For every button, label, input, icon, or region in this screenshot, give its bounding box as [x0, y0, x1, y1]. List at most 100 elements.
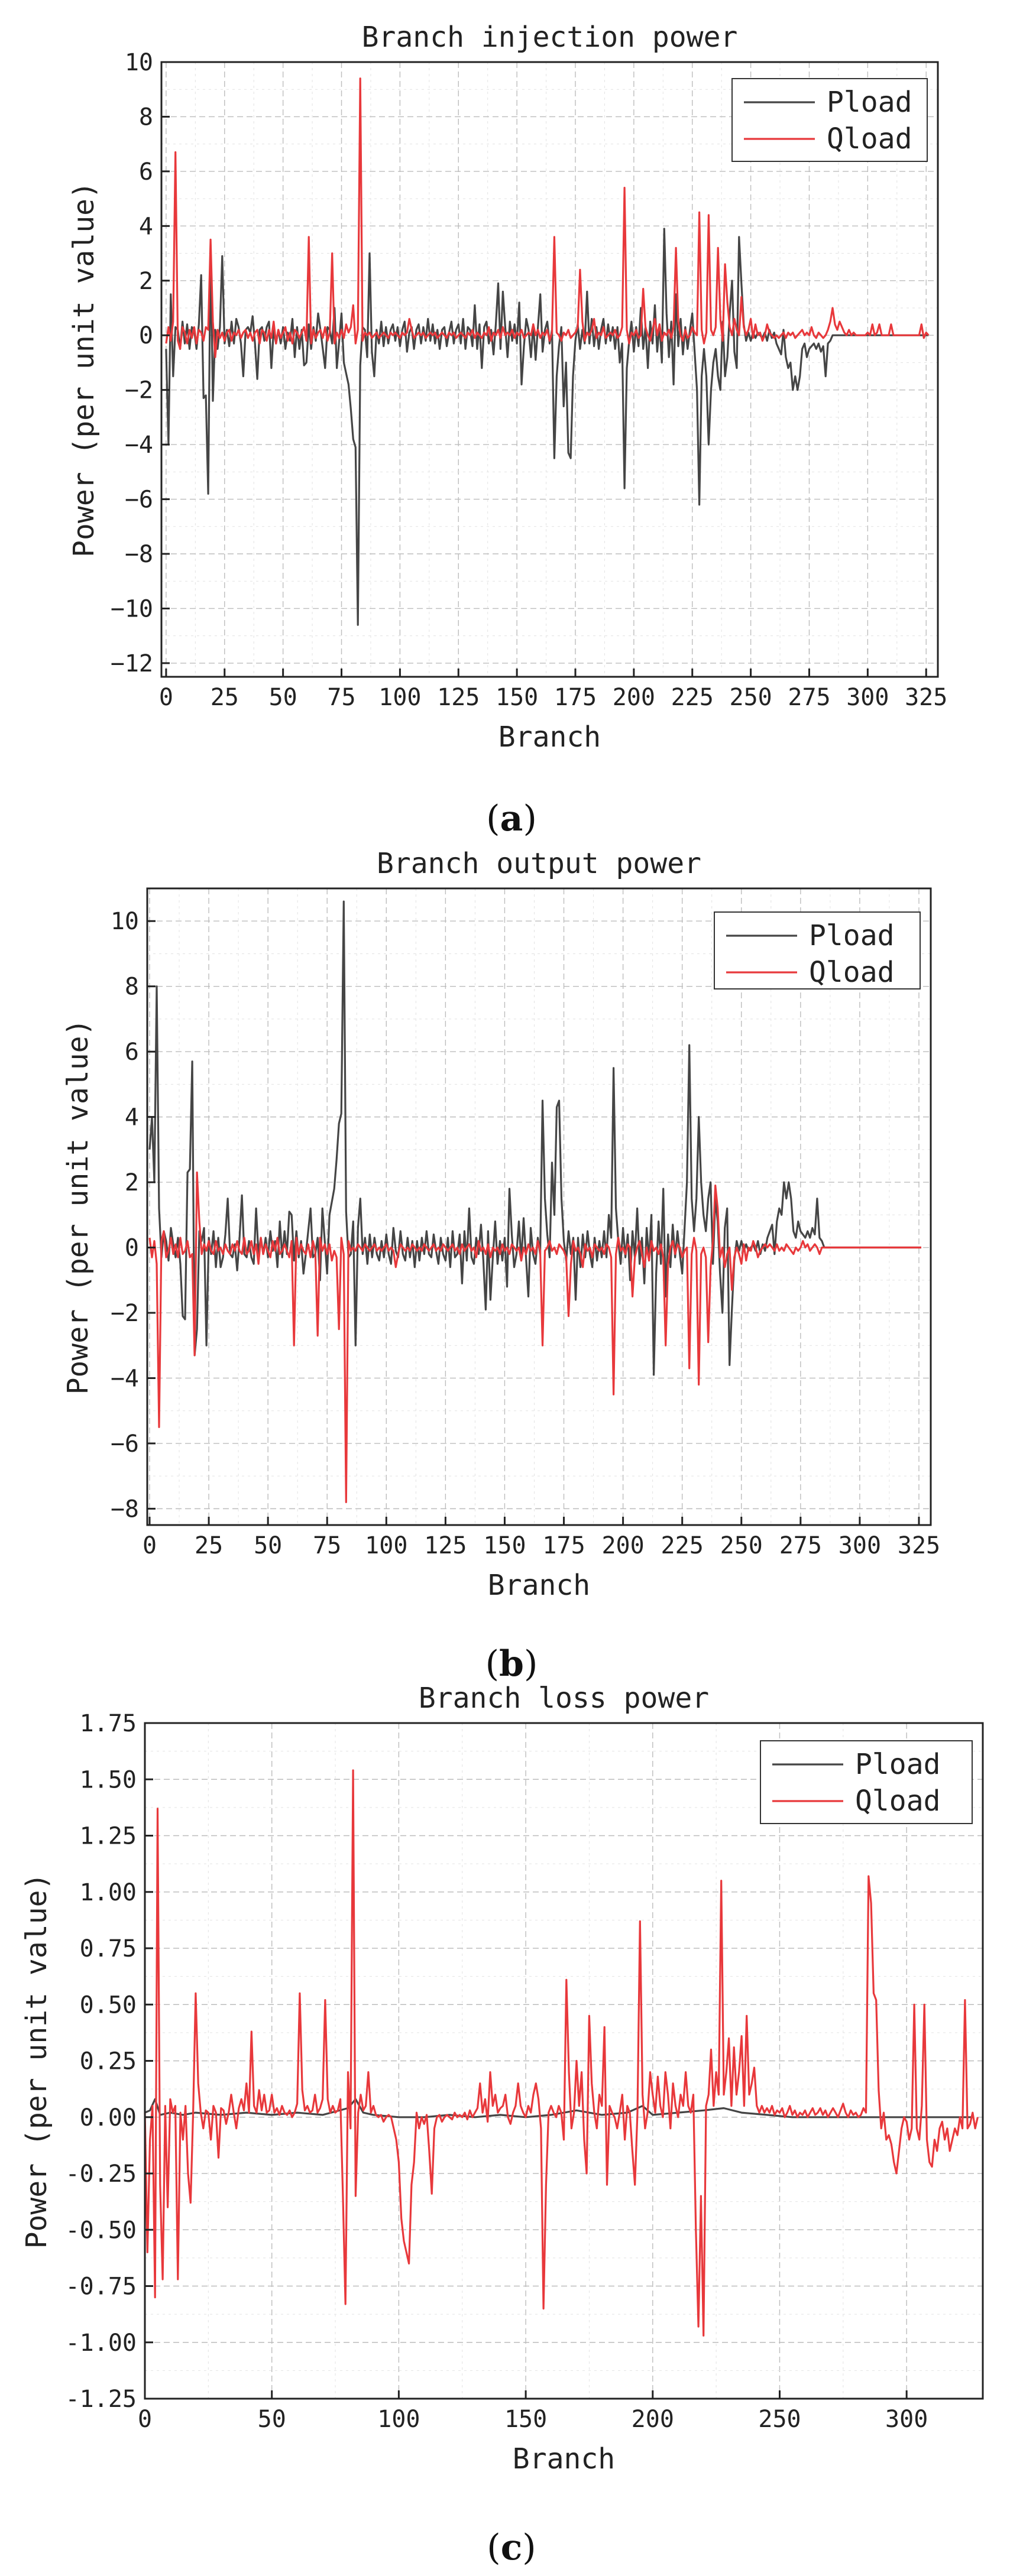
x-tick-label: 125: [437, 684, 480, 711]
legend-label-pload: Pload: [827, 86, 912, 119]
series-line-qload: [165, 77, 930, 358]
tick-layer: 0 25 50 75 100 125 150 175 200 225 250 275 300 325−8−…: [111, 908, 940, 1559]
y-axis-label: Power (per unit value): [20, 1873, 53, 2249]
caption-letter: a: [500, 798, 523, 839]
y-tick-label: 8: [125, 974, 139, 1001]
y-tick-label: 0: [125, 1235, 139, 1262]
legend-box: [714, 911, 921, 989]
caption-letter: c: [501, 2527, 523, 2568]
tick-layer: 0 50 100 150 200 250 300 -1.25 -1.00 -0.75 -0.50 -0…: [66, 1710, 928, 2433]
chart-title: Branch output power: [377, 847, 701, 880]
series-layer: [148, 900, 921, 1503]
y-tick-label: −2: [111, 1300, 139, 1327]
x-tick-label: 175: [542, 1532, 585, 1559]
x-tick-label: 150: [496, 684, 538, 711]
x-tick-label: 0: [138, 2406, 152, 2433]
x-tick-label: 100: [365, 1532, 407, 1559]
x-tick-label: 175: [554, 684, 597, 711]
y-tick-label: −8: [111, 1495, 139, 1523]
y-tick-label: -0.50: [66, 2217, 137, 2244]
x-tick-label: 25: [211, 684, 239, 711]
y-tick-label: 0.00: [80, 2104, 137, 2131]
legend-label-pload: Pload: [809, 919, 895, 952]
legend: Pload Qload: [714, 911, 921, 989]
panel-caption-a: (a): [486, 798, 537, 839]
x-tick-label: 50: [254, 1532, 282, 1559]
y-tick-label: −6: [125, 486, 153, 514]
x-axis-label: Branch: [498, 721, 601, 754]
x-tick-label: 275: [788, 684, 830, 711]
x-axis-label: Branch: [488, 1569, 590, 1602]
x-axis-label: Branch: [513, 2442, 615, 2476]
x-tick-label: 50: [269, 684, 297, 711]
x-tick-label: 225: [661, 1532, 704, 1559]
y-tick-label: −8: [125, 541, 153, 568]
x-tick-label: 250: [720, 1532, 763, 1559]
tick-layer: 0 25 50 75 100 125 150 175 200 225 250 275 300 325−12…: [111, 49, 948, 711]
y-tick-label: -1.25: [66, 2386, 137, 2413]
y-tick-label: -1.00: [66, 2330, 137, 2357]
chart-title: Branch loss power: [419, 1682, 709, 1715]
series-layer: [144, 1769, 979, 2337]
y-tick-label: −2: [125, 377, 153, 404]
y-tick-label: 4: [125, 1104, 139, 1131]
x-tick-label: 150: [504, 2406, 547, 2433]
chart-title: Branch injection power: [362, 21, 738, 54]
legend-label-qload: Qload: [827, 122, 912, 155]
y-tick-label: 8: [139, 103, 153, 131]
caption-close-paren: ): [522, 2527, 536, 2568]
panel-c: 0 50 100 150 200 250 300 -1.25 -1.00 -0.75 -0.50 -0…: [20, 1682, 984, 2476]
y-tick-label: 0.25: [80, 2048, 137, 2075]
y-tick-label: −4: [125, 432, 153, 459]
x-tick-label: 0: [143, 1532, 157, 1559]
grid: [147, 888, 931, 1525]
x-tick-label: 100: [378, 684, 421, 711]
y-tick-label: 1.25: [80, 1823, 137, 1850]
x-tick-label: 225: [671, 684, 714, 711]
x-tick-label: 200: [632, 2406, 674, 2433]
x-tick-label: 25: [195, 1532, 223, 1559]
caption-open-paren: (: [487, 2527, 500, 2568]
plot-frame: [160, 61, 939, 678]
x-tick-label: 275: [779, 1532, 822, 1559]
x-tick-label: 150: [483, 1532, 526, 1559]
x-tick-label: 325: [905, 684, 947, 711]
x-tick-label: 300: [885, 2406, 928, 2433]
y-tick-label: 6: [125, 1039, 139, 1066]
y-tick-label: -0.75: [66, 2273, 137, 2301]
caption-close-paren: ): [524, 1643, 538, 1685]
plot-frame: [146, 887, 932, 1526]
y-tick-label: −4: [111, 1365, 139, 1392]
y-tick-label: 1.75: [80, 1710, 137, 1737]
series-line-qload: [144, 1769, 979, 2337]
x-tick-label: 300: [846, 684, 889, 711]
x-tick-label: 250: [758, 2406, 801, 2433]
y-tick-label: 10: [125, 49, 153, 76]
y-tick-label: -0.25: [66, 2160, 137, 2188]
x-tick-label: 50: [258, 2406, 286, 2433]
y-tick-label: −6: [111, 1430, 139, 1458]
y-tick-label: 1.00: [80, 1879, 137, 1906]
panel-b: 0 25 50 75 100 125 150 175 200 225 250 275 300 325−8−…: [61, 847, 940, 1602]
legend-label-qload: Qload: [809, 956, 895, 989]
y-tick-label: 2: [125, 1169, 139, 1196]
panel-caption-c: (c): [487, 2527, 536, 2568]
legend-label-pload: Pload: [855, 1748, 941, 1781]
x-tick-label: 100: [377, 2406, 420, 2433]
panel-caption-b: (b): [485, 1643, 538, 1685]
x-tick-label: 300: [839, 1532, 881, 1559]
x-tick-label: 0: [159, 684, 173, 711]
y-tick-label: −10: [111, 595, 153, 622]
x-tick-label: 250: [729, 684, 772, 711]
y-tick-label: −12: [111, 650, 153, 677]
y-tick-label: 1.50: [80, 1766, 137, 1793]
y-axis-label: Power (per unit value): [67, 181, 101, 557]
y-tick-label: 6: [139, 158, 153, 186]
caption-close-paren: ): [523, 798, 536, 839]
legend-label-qload: Qload: [855, 1785, 941, 1818]
y-tick-label: 10: [111, 908, 139, 935]
y-tick-label: 0.50: [80, 1991, 137, 2019]
legend: Pload Qload: [760, 1740, 973, 1824]
x-tick-label: 75: [327, 684, 355, 711]
